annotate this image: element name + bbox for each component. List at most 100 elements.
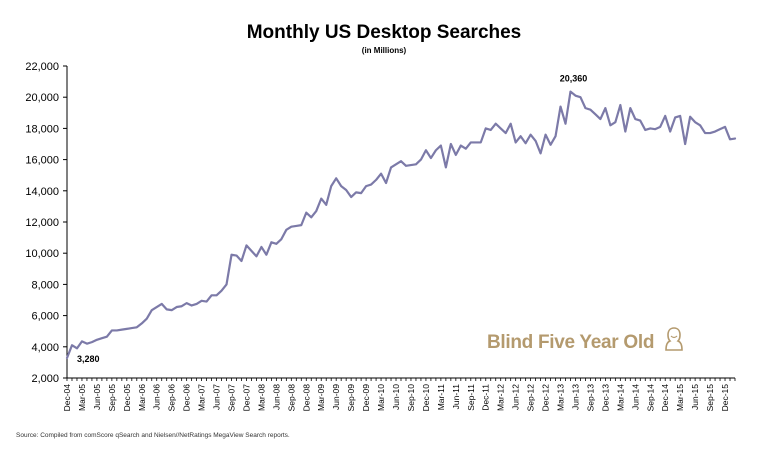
data-point	[156, 306, 158, 308]
start-annotation: 3,280	[77, 354, 100, 364]
x-tick-label: Sep-10	[406, 384, 416, 412]
data-point	[450, 143, 452, 145]
x-tick-label: Sep-12	[526, 384, 536, 412]
data-point	[335, 177, 337, 179]
series-group	[65, 90, 737, 360]
data-point	[345, 189, 347, 191]
data-point	[709, 132, 711, 134]
data-point	[549, 144, 552, 146]
data-point	[290, 226, 292, 228]
x-tick-label: Sep-05	[107, 384, 117, 412]
data-point	[205, 300, 208, 303]
data-point	[270, 241, 272, 243]
x-tick-label: Sep-11	[466, 384, 476, 411]
data-point	[649, 127, 651, 129]
data-point	[380, 173, 382, 175]
data-point	[210, 294, 213, 296]
data-point	[614, 121, 616, 123]
data-point	[664, 115, 666, 117]
y-tick-label: 22,000	[25, 61, 59, 73]
data-point	[520, 135, 522, 137]
data-point	[410, 164, 412, 166]
data-point	[574, 95, 577, 97]
x-tick-label: Mar-09	[316, 384, 326, 411]
x-axis-ticks: Dec-04 Mar-05 Jun-05 Sep-05 Dec-05 Mar-06 Jun-…	[62, 378, 736, 412]
data-point	[470, 141, 472, 144]
data-point	[569, 90, 572, 93]
x-tick-label: Dec-04	[62, 384, 72, 412]
x-tick-label: Dec-06	[182, 384, 192, 412]
data-point	[420, 159, 422, 161]
data-point	[295, 225, 297, 227]
data-point	[629, 107, 631, 109]
y-tick-label: 2,000	[31, 373, 59, 385]
data-point	[161, 303, 163, 305]
data-point	[604, 107, 606, 109]
data-point	[579, 96, 582, 98]
data-point	[66, 357, 68, 359]
data-point	[684, 143, 686, 145]
data-point	[599, 118, 602, 120]
x-tick-label: Jun-10	[391, 384, 401, 410]
data-point	[515, 141, 517, 144]
x-tick-label: Dec-05	[122, 384, 132, 412]
data-point	[719, 128, 721, 130]
x-tick-label: Mar-14	[615, 384, 625, 411]
y-tick-label: 6,000	[31, 311, 59, 323]
x-tick-label: Mar-10	[376, 384, 386, 411]
data-point	[639, 120, 641, 122]
data-point	[320, 198, 322, 200]
data-point	[495, 123, 497, 125]
data-point	[584, 107, 587, 109]
data-point	[669, 130, 671, 133]
data-point	[554, 135, 557, 137]
data-point	[475, 141, 477, 144]
peak-annotation: 20,360	[560, 74, 588, 84]
x-tick-label: Mar-13	[556, 384, 566, 411]
data-point	[196, 303, 198, 305]
y-tick-label: 18,000	[25, 123, 59, 135]
data-point	[704, 132, 706, 134]
x-tick-label: Mar-08	[256, 384, 266, 411]
chart-subtitle: (in Millions)	[361, 46, 407, 55]
data-point	[370, 183, 372, 186]
data-point	[131, 327, 133, 329]
x-tick-label: Mar-15	[675, 384, 685, 411]
x-tick-label: Sep-13	[585, 384, 595, 412]
x-tick-label: Dec-11	[481, 384, 491, 411]
data-point	[530, 134, 532, 136]
x-tick-label: Mar-05	[77, 384, 87, 411]
data-point	[250, 250, 253, 252]
data-point	[141, 322, 143, 324]
data-point	[365, 185, 367, 187]
x-tick-label: Jun-12	[511, 384, 521, 410]
data-point	[505, 132, 507, 134]
data-point	[171, 309, 173, 311]
data-point	[220, 290, 223, 292]
data-point	[280, 238, 282, 240]
y-tick-label: 10,000	[25, 248, 59, 260]
data-point	[415, 163, 417, 165]
x-tick-label: Jun-05	[92, 384, 102, 410]
data-point	[300, 224, 302, 226]
data-point	[689, 116, 691, 118]
watermark-text: Blind Five Year Old	[487, 332, 655, 353]
data-point	[260, 246, 263, 248]
x-tick-label: Dec-14	[660, 384, 670, 412]
data-point	[265, 254, 268, 256]
data-point	[106, 336, 108, 338]
x-tick-label: Mar-07	[197, 384, 207, 411]
x-tick-label: Sep-08	[286, 384, 296, 412]
data-point	[136, 326, 138, 328]
data-point	[181, 305, 183, 307]
data-point	[624, 130, 626, 133]
x-tick-label: Mar-12	[496, 384, 506, 411]
data-point	[510, 123, 512, 125]
y-tick-label: 20,000	[25, 92, 59, 104]
data-point	[390, 166, 392, 168]
data-point	[200, 300, 203, 302]
annotations: 20,360 3,280	[77, 74, 587, 364]
series-line	[65, 90, 737, 360]
chart-title: Monthly US Desktop Searches	[246, 22, 522, 43]
data-point	[91, 341, 93, 343]
